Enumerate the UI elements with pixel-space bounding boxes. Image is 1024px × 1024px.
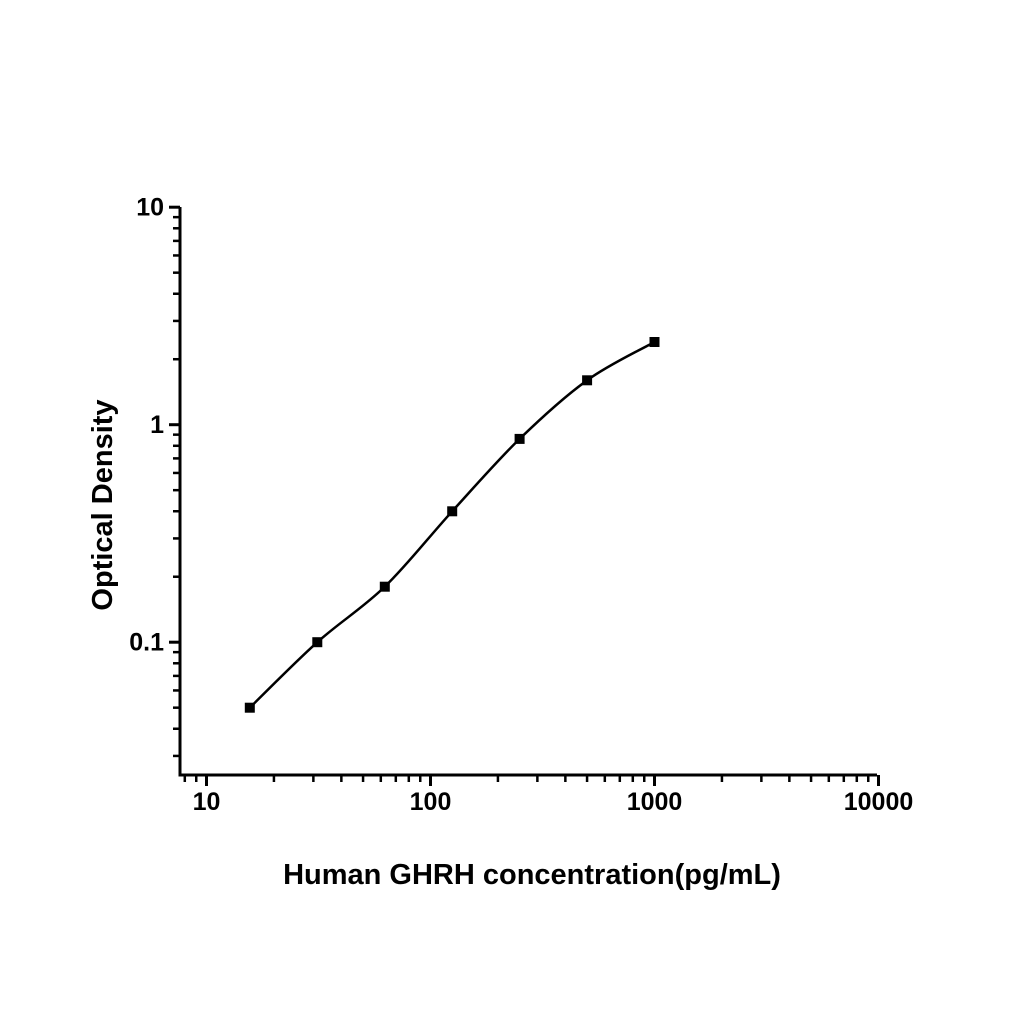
data-point-marker — [447, 506, 458, 517]
x-axis-tick-label: 10 — [193, 788, 221, 816]
plot-area: 10 100 1000 10000 10 1 0.1 — [129, 194, 913, 816]
x-axis-tick-label: 100 — [410, 788, 452, 816]
data-point-marker — [312, 637, 323, 648]
y-axis-title: Optical Density — [87, 399, 119, 610]
y-axis-tick-label: 0.1 — [129, 629, 164, 657]
data-point-marker — [582, 375, 593, 386]
x-axis-title: Human GHRH concentration(pg/mL) — [283, 859, 781, 891]
fit-curve — [248, 340, 656, 709]
data-point-marker — [244, 702, 255, 713]
y-axis-tick-label: 1 — [150, 411, 164, 439]
data-point-marker — [379, 581, 390, 592]
data-point-marker — [514, 433, 525, 444]
x-axis-tick-label: 1000 — [627, 788, 683, 816]
y-axis-tick-label: 10 — [136, 194, 164, 222]
data-point-marker — [649, 337, 660, 347]
x-axis-tick-label: 10000 — [844, 788, 914, 816]
